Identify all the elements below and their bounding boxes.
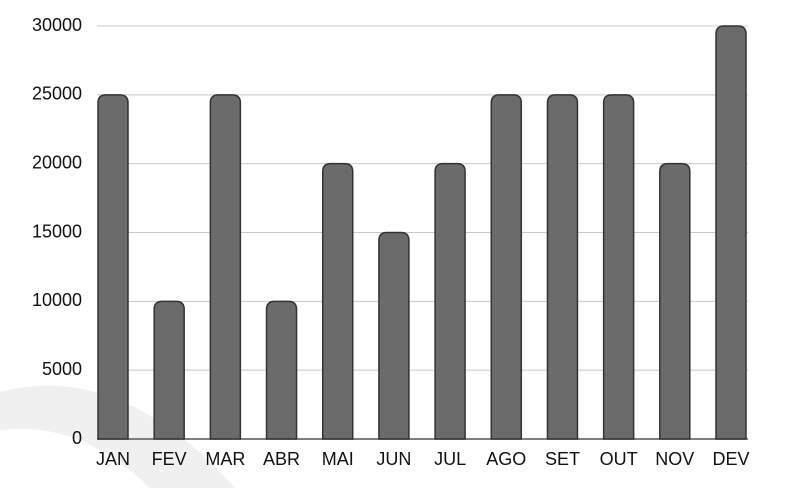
bar: [97, 94, 129, 440]
x-tick-label: MAR: [205, 449, 245, 469]
y-tick-label: 10000: [32, 290, 82, 310]
x-tick-label: MAI: [322, 449, 354, 469]
bar: [378, 231, 410, 440]
bar: [265, 300, 298, 440]
bar: [153, 300, 185, 440]
x-tick-label: JUL: [434, 449, 466, 469]
bar: [659, 162, 691, 440]
y-tick-label: 5000: [42, 359, 82, 379]
x-tick-label: ABR: [263, 449, 300, 469]
y-tick-label: 30000: [32, 15, 82, 35]
x-tick-label: JAN: [96, 449, 130, 469]
x-tick-label: AGO: [486, 449, 526, 469]
y-tick-label: 20000: [32, 152, 82, 172]
x-tick-label: JUN: [376, 449, 411, 469]
y-tick-label: 25000: [32, 84, 82, 104]
bar: [321, 162, 354, 440]
bar: [602, 94, 635, 440]
y-tick-label: 0: [72, 428, 82, 448]
x-tick-label: OUT: [600, 449, 638, 469]
bar: [715, 25, 747, 440]
y-tick-label: 15000: [32, 221, 82, 241]
bar: [546, 94, 579, 440]
bar: [434, 162, 466, 440]
x-tick-label: NOV: [655, 449, 694, 469]
bar: [209, 94, 242, 440]
bar: [490, 94, 523, 440]
x-tick-label: SET: [545, 449, 580, 469]
x-tick-label: DEV: [712, 449, 749, 469]
x-tick-label: FEV: [152, 449, 187, 469]
